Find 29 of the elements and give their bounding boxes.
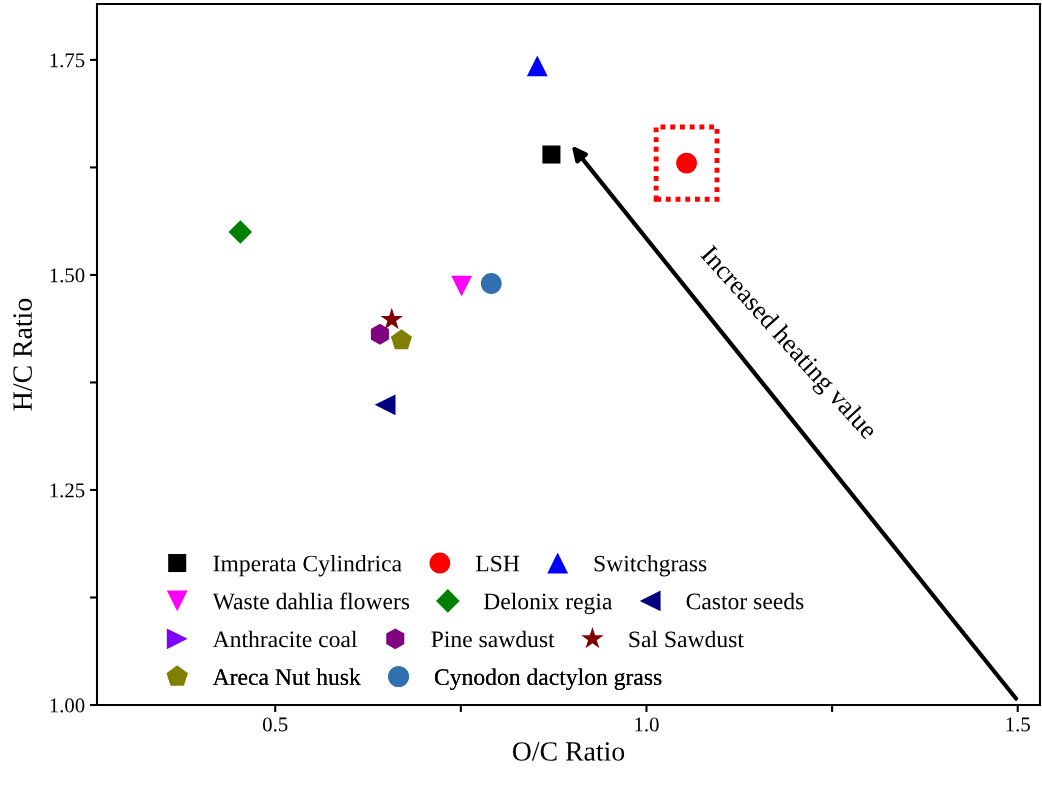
y-tick-label: 1.25 [50, 483, 85, 498]
point [480, 273, 502, 294]
legend-label: LSH [475, 555, 520, 572]
legend-label: Imperata Cylindrica [213, 554, 402, 577]
x-tick-label: 0.5 [262, 717, 288, 732]
y-axis-title: H/C Ratio [13, 298, 32, 411]
y-tick-label: 1.00 [50, 698, 85, 713]
x-axis-title: O/C Ratio [512, 742, 625, 761]
legend-label: Sal Sawdust [629, 630, 744, 648]
y-tick-label: 1.50 [50, 268, 85, 283]
point [228, 220, 253, 244]
point [374, 394, 396, 416]
legend-label: Anthracite coal [212, 630, 358, 648]
point [542, 145, 561, 164]
point [370, 323, 389, 345]
legend-label: Cynodon dactylon grass [434, 668, 662, 690]
legend-label: Areca Nut husk [212, 668, 361, 686]
y-tick-label: 1.75 [50, 53, 85, 68]
legend-label: Delonix regia [483, 592, 613, 615]
point [451, 275, 472, 297]
legend-label: Waste dahlia flowers [212, 592, 410, 610]
legend-label: Switchgrass [594, 554, 707, 577]
point [380, 307, 404, 330]
point [390, 329, 412, 350]
legend-label: Castor seeds [686, 592, 804, 610]
x-tick-label: 1.0 [635, 717, 659, 732]
x-tick-label: 1.5 [1006, 717, 1030, 732]
legend-label: Pine sawdust [431, 630, 555, 648]
point [526, 55, 548, 77]
